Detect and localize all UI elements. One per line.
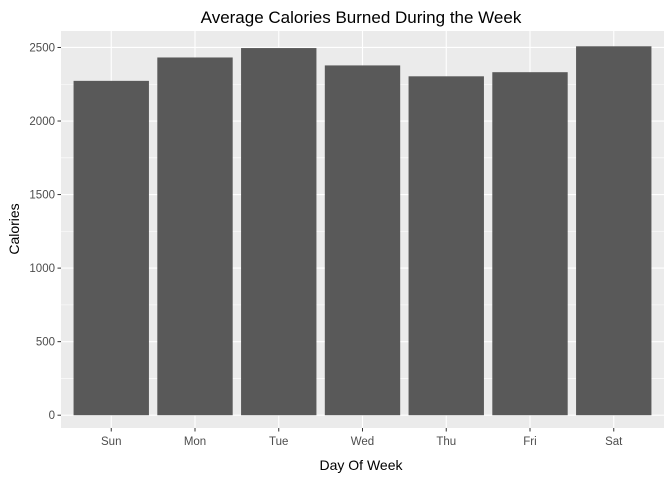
x-tick-label: Mon	[184, 436, 206, 448]
bar-wed	[324, 65, 401, 416]
y-tick-label: 0	[49, 410, 55, 422]
y-axis-title: Calories	[6, 203, 22, 254]
x-tick-label: Tue	[269, 436, 288, 448]
bar-thu	[408, 76, 484, 416]
bars	[73, 46, 652, 416]
bar-fri	[492, 72, 568, 416]
x-tick-label: Sat	[605, 436, 623, 448]
bar-sat	[576, 46, 652, 416]
bar-mon	[157, 57, 233, 416]
y-tick-label: 1500	[29, 190, 55, 202]
bar-sun	[73, 80, 149, 416]
x-tick-label: Thu	[436, 436, 456, 448]
x-tick-label: Fri	[523, 436, 536, 448]
x-tick-label: Sun	[101, 436, 121, 448]
chart-title: Average Calories Burned During the Week	[201, 8, 522, 27]
y-tick-label: 2500	[29, 42, 55, 54]
x-tick-label: Wed	[351, 436, 374, 448]
y-tick-label: 1000	[29, 263, 55, 275]
bar-tue	[241, 48, 317, 416]
axes: 0 500 1000 1500 2000 2500 Sun Mon Tue Wed Thu Fri Sa…	[29, 42, 623, 448]
x-axis-title: Day Of Week	[320, 457, 404, 473]
y-tick-label: 500	[36, 337, 55, 349]
y-tick-label: 2000	[29, 116, 55, 128]
